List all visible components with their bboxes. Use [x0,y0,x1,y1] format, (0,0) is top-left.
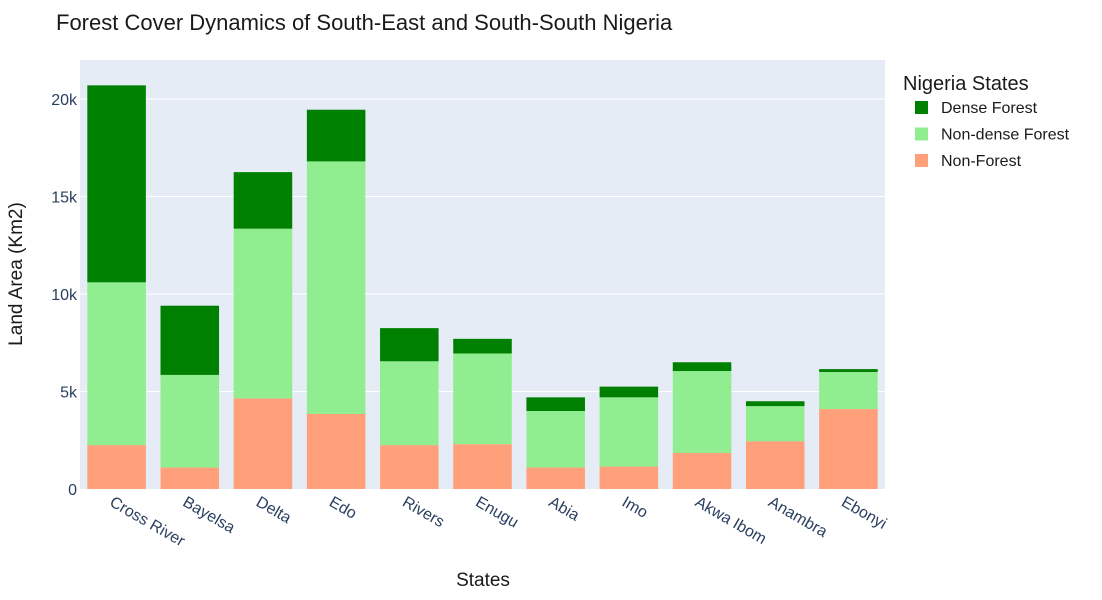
bar-non-dense-forest [599,397,659,467]
bar-non-dense-forest [672,371,732,453]
bar-non-forest [380,445,439,489]
x-tick-label: Cross River [107,494,188,551]
bar-non-forest [233,398,293,489]
bar-non-dense-forest [453,353,512,445]
y-tick-label: 0 [68,482,77,499]
x-tick-label: Delta [253,494,294,527]
legend: Nigeria States Dense Forest Non-dense For… [903,73,1070,170]
bar-non-dense-forest [380,361,439,446]
bar-non-dense-forest [745,406,805,442]
y-tick-label: 5k [60,385,78,402]
bar-dense-forest [672,362,732,372]
bar-non-forest [453,444,512,489]
legend-label: Non-Forest [941,153,1022,170]
y-axis-ticks: 0 5k 10k 15k 20k [51,92,78,499]
x-tick-label: Akwa Ibom [692,494,769,548]
bar-non-dense-forest [306,161,366,414]
x-tick-label: Abia [546,494,582,525]
bar-non-dense-forest [87,282,146,446]
bar-non-dense-forest [526,411,585,468]
bar-dense-forest [160,305,220,375]
y-axis-title: Land Area (Km2) [6,202,27,346]
bar-non-dense-forest [819,372,878,410]
x-tick-label: Rivers [399,494,447,531]
bar-dense-forest [380,328,439,362]
legend-title: Nigeria States [903,73,1029,95]
x-tick-label: Bayelsa [180,494,238,537]
legend-label: Dense Forest [941,100,1038,117]
chart-title: Forest Cover Dynamics of South-East and … [56,10,673,35]
bar-dense-forest [233,172,293,229]
x-tick-label: Imo [619,494,651,522]
y-tick-label: 15k [51,190,78,207]
bar-dense-forest [599,386,659,398]
bar-non-forest [819,409,878,489]
bar-dense-forest [526,397,585,411]
bar-dense-forest [745,401,805,407]
legend-label: Non-dense Forest [941,127,1070,144]
y-tick-label: 10k [51,287,78,304]
legend-swatch [915,101,928,114]
x-tick-label: Ebonyi [838,494,889,533]
bar-non-forest [745,441,805,489]
bar-non-forest [526,467,585,489]
bar-dense-forest [453,338,512,354]
bar-non-forest [672,452,732,489]
bar-dense-forest [306,109,366,162]
x-tick-label: Edo [326,494,359,523]
bar-non-forest [599,466,659,489]
x-tick-label: Anambra [765,494,830,541]
x-axis-title: States [456,570,510,591]
bar-dense-forest [87,85,146,283]
legend-swatch [915,154,928,167]
x-tick-label: Enugu [473,494,522,532]
bar-non-forest [306,413,366,489]
bar-dense-forest [819,369,878,372]
y-tick-label: 20k [51,92,78,109]
legend-swatch [915,127,928,141]
bar-non-dense-forest [233,228,293,399]
bar-non-dense-forest [160,374,220,468]
bar-non-forest [160,467,220,489]
bar-non-forest [87,445,146,489]
bars [87,85,878,489]
